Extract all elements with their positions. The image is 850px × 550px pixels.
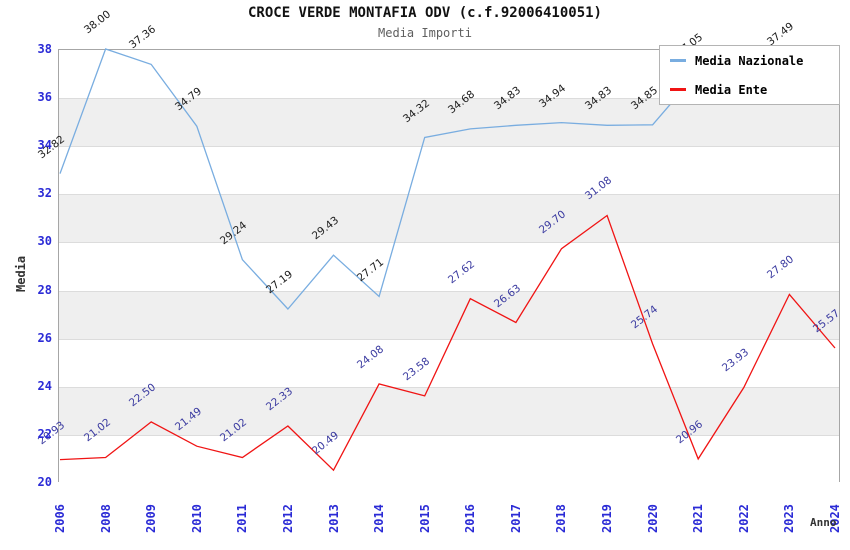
x-tick-2016: 2016 — [463, 504, 478, 533]
x-tick-2017: 2017 — [508, 504, 523, 533]
y-tick-30: 30 — [37, 234, 52, 249]
background-band — [59, 242, 839, 291]
background-band — [59, 434, 839, 483]
gridline — [59, 386, 839, 388]
x-tick-2021: 2021 — [691, 504, 706, 533]
x-tick-2023: 2023 — [782, 504, 797, 533]
x-axis-title: Anno — [810, 516, 837, 529]
media-nazionale-line-marker-icon — [670, 59, 686, 62]
media-ente-line-marker-icon — [670, 88, 686, 91]
x-tick-2014: 2014 — [372, 504, 387, 533]
chart-title: CROCE VERDE MONTAFIA ODV (c.f.9200641005… — [247, 5, 602, 21]
y-tick-24: 24 — [37, 378, 52, 393]
x-tick-2012: 2012 — [280, 504, 295, 533]
background-band — [59, 290, 839, 339]
y-tick-22: 22 — [37, 426, 52, 441]
x-tick-2008: 2008 — [98, 504, 113, 533]
x-tick-2019: 2019 — [600, 504, 615, 533]
y-tick-20: 20 — [37, 475, 52, 489]
x-tick-2013: 2013 — [326, 504, 341, 533]
x-tick-2010: 2010 — [189, 504, 204, 533]
y-tick-34: 34 — [37, 138, 52, 153]
background-band — [59, 146, 839, 195]
gridline — [59, 434, 839, 436]
gridline — [59, 290, 839, 292]
gridline — [59, 146, 839, 148]
x-tick-2015: 2015 — [417, 504, 432, 533]
y-tick-32: 32 — [37, 186, 52, 201]
gridline — [59, 338, 839, 340]
legend-item-media-nazionale: Media Nazionale — [660, 46, 839, 75]
legend-label: Media Nazionale — [695, 53, 804, 68]
background-band — [59, 194, 839, 243]
chart-subtitle: Media Importi — [378, 26, 472, 40]
y-tick-26: 26 — [37, 330, 52, 345]
x-tick-2006: 2006 — [53, 504, 67, 533]
x-tick-2022: 2022 — [736, 504, 751, 533]
y-axis-title: Media — [14, 255, 28, 292]
y-tick-28: 28 — [37, 282, 52, 297]
legend: Media Nazionale Media Ente — [659, 45, 840, 105]
x-tick-2018: 2018 — [554, 504, 569, 533]
x-tick-2009: 2009 — [144, 504, 159, 533]
gridline — [59, 242, 839, 244]
x-tick-2020: 2020 — [645, 504, 660, 533]
gridline — [59, 194, 839, 196]
legend-label: Media Ente — [695, 82, 768, 97]
plot-area — [58, 49, 840, 483]
legend-item-media-ente: Media Ente — [660, 75, 839, 104]
y-tick-38: 38 — [37, 42, 52, 56]
x-tick-2011: 2011 — [235, 504, 250, 533]
y-tick-36: 36 — [37, 90, 52, 105]
